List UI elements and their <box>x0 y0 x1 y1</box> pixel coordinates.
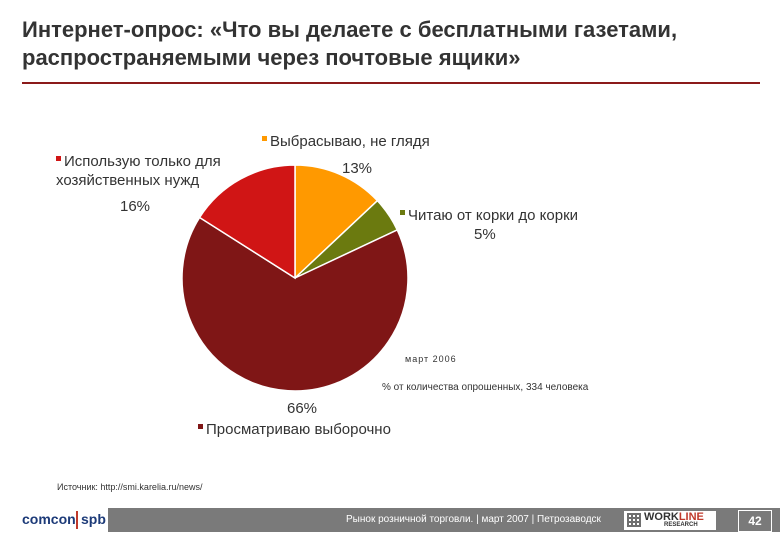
slice-throw-away <box>294 164 379 280</box>
title-divider <box>22 82 760 84</box>
slice-label-throw-away: Выбрасываю, не глядя <box>262 132 430 151</box>
slice-label-browse: Просматриваю выборочно <box>198 420 391 439</box>
page-title: Интернет-опрос: «Что вы делаете с беспла… <box>22 17 678 70</box>
survey-date: март 2006 <box>405 354 457 364</box>
workline-logo: WORKLINE RESEARCH <box>624 511 716 530</box>
slice-label-household: Использую только для хозяйственных нужд <box>56 153 221 189</box>
legend-marker-olive <box>400 210 405 215</box>
comcon-logo: comcon spb <box>0 508 108 532</box>
slice-browse <box>181 216 409 392</box>
page-number: 42 <box>738 510 772 532</box>
source-note: Источник: http://smi.karelia.ru/news/ <box>57 482 203 492</box>
slice-household <box>198 164 296 280</box>
survey-note: % от количества опрошенных, 334 человека <box>382 382 589 393</box>
slice-label-read-all: Читаю от корки до корки <box>400 206 578 225</box>
legend-marker-orange <box>262 136 267 141</box>
slice-value-household: 16% <box>120 198 151 215</box>
slice-value-throw-away: 13% <box>342 160 373 177</box>
legend-marker-maroon <box>198 424 203 429</box>
slice-value-read-all: 5% <box>474 226 496 243</box>
footer-text: Рынок розничной торговли. | март 2007 | … <box>346 514 601 525</box>
grid-icon <box>627 513 641 527</box>
legend-marker-red <box>56 156 61 161</box>
slice-value-browse: 66% <box>287 400 318 417</box>
